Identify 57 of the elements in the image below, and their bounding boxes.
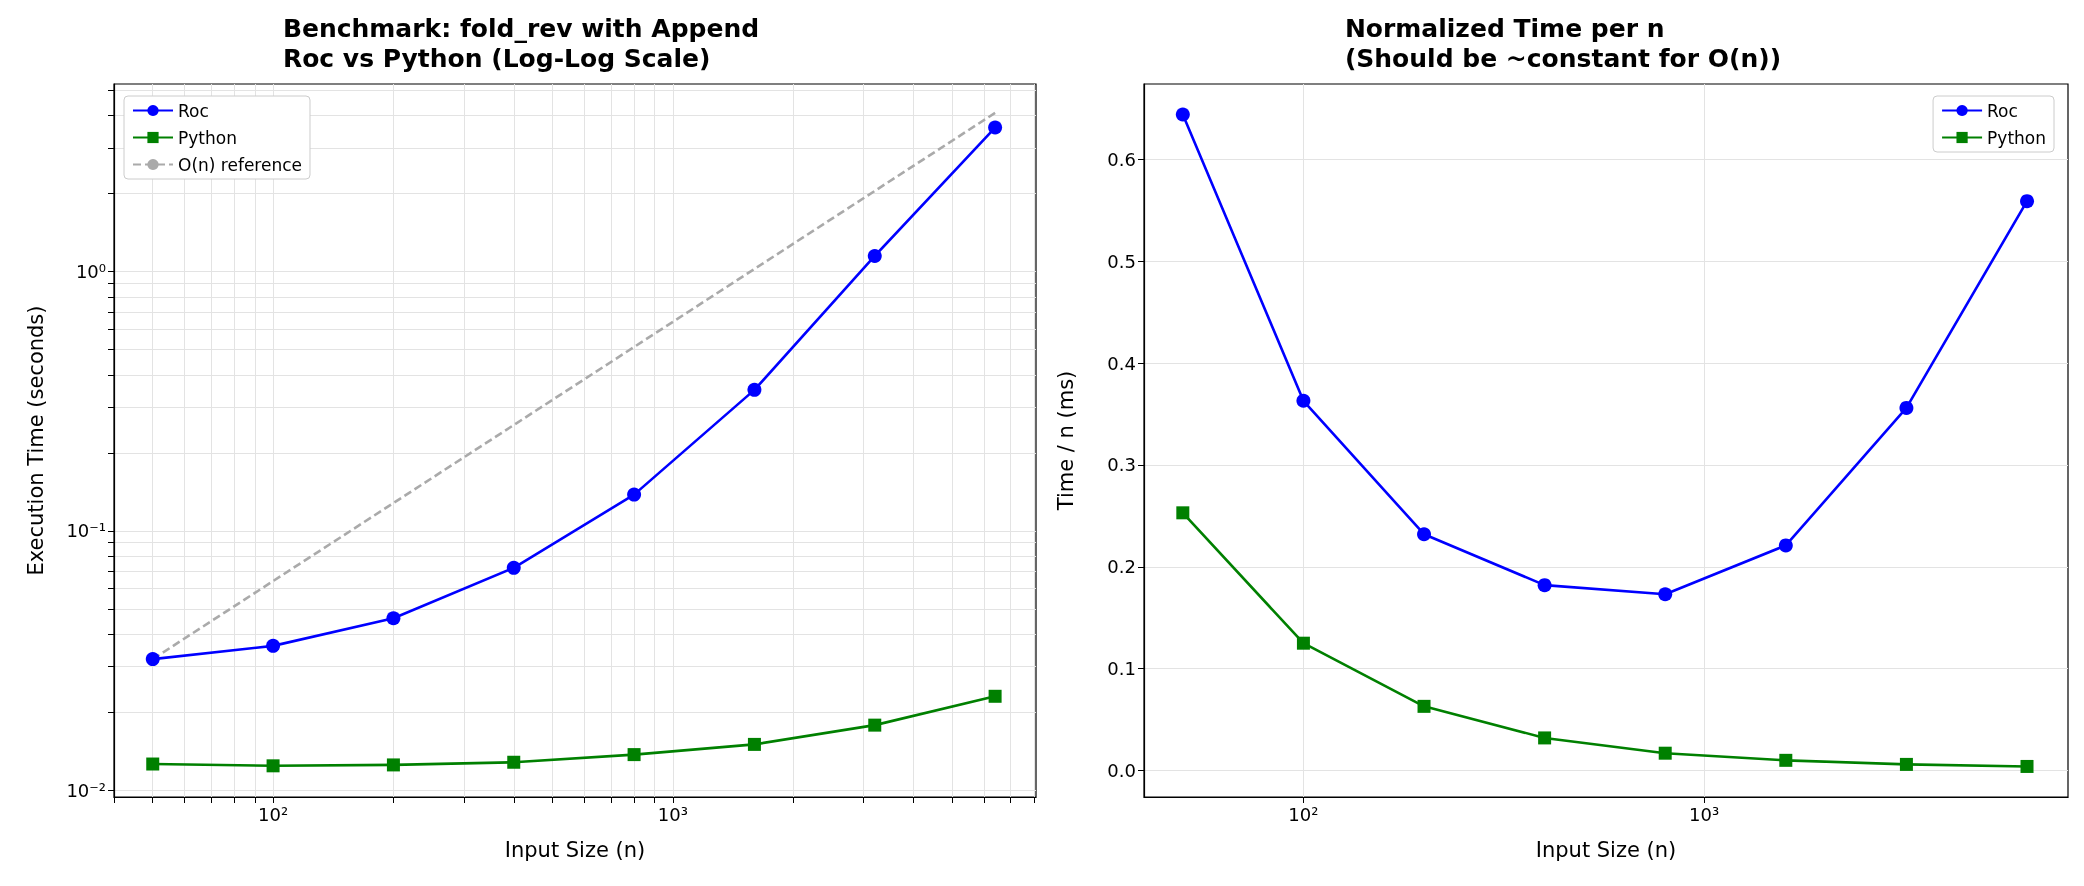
legend-label: O(n) reference: [178, 154, 302, 175]
point: [988, 689, 1002, 703]
y-tick-label: 0.2: [1107, 556, 1136, 578]
point: [1779, 753, 1793, 767]
x-tick-label: 10²: [1288, 803, 1319, 825]
y-tick-label: 0.0: [1107, 760, 1136, 782]
legend-label: Python: [178, 127, 237, 148]
point: [627, 487, 642, 502]
point: [2020, 759, 2034, 773]
y-tick-label: 0.1: [1107, 658, 1136, 680]
y-tick-label: 10⁰: [75, 261, 106, 283]
x-tick-label: 10²: [258, 803, 289, 825]
x-axis-title: Input Size (n): [1535, 837, 1677, 862]
y-tick-label: 0.4: [1107, 352, 1136, 374]
point: [1417, 699, 1431, 713]
point: [266, 759, 280, 773]
point: [1658, 587, 1673, 602]
point: [627, 748, 641, 762]
point: [747, 737, 761, 751]
point: [988, 120, 1003, 135]
legend-label: Python: [1987, 127, 2047, 148]
point: [1175, 107, 1190, 122]
point: [1417, 527, 1432, 542]
chart-title: Benchmark: fold_rev with Append Roc vs Python (Log-Log Scale): [282, 13, 760, 73]
y-tick-label: 10⁻¹: [66, 520, 106, 542]
point: [1538, 731, 1552, 745]
point: [386, 758, 400, 772]
point: [1778, 538, 1793, 553]
point: [145, 652, 160, 667]
point: [1899, 757, 1913, 771]
y-axis-title: Time / n (ms): [1053, 370, 1078, 512]
y-tick-label: 10⁻²: [66, 779, 106, 801]
point: [1537, 578, 1552, 593]
point: [2020, 194, 2035, 209]
point: [266, 638, 281, 653]
point: [747, 382, 762, 397]
legend-label: Roc: [1987, 100, 2018, 121]
y-tick-label: 0.5: [1107, 250, 1136, 272]
y-axis-title: Execution Time (seconds): [23, 305, 48, 576]
point: [1658, 746, 1672, 760]
point: [1176, 506, 1190, 520]
point: [1296, 393, 1311, 408]
point: [867, 248, 882, 263]
point: [868, 718, 882, 732]
point: [506, 560, 521, 575]
point: [1296, 636, 1310, 650]
x-tick-label: 10³: [1688, 803, 1720, 825]
legend-label: Roc: [178, 100, 209, 121]
y-tick-label: 0.3: [1107, 454, 1136, 476]
point: [386, 611, 401, 626]
x-tick-label: 10³: [657, 803, 688, 825]
y-tick-label: 0.6: [1107, 148, 1136, 170]
x-axis-title: Input Size (n): [504, 837, 646, 862]
chart-title: Normalized Time per n (Should be ~constant for O(n)): [1344, 13, 1782, 73]
point: [507, 755, 521, 769]
point: [1899, 400, 1914, 415]
point: [146, 757, 160, 771]
